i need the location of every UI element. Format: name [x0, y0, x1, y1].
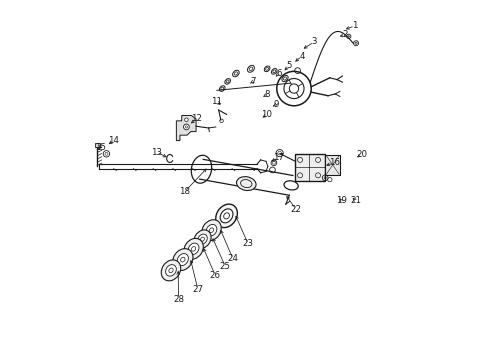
Ellipse shape	[194, 230, 211, 248]
Text: 20: 20	[355, 150, 366, 159]
Circle shape	[183, 124, 189, 130]
Text: 25: 25	[219, 262, 230, 271]
Text: 18: 18	[179, 187, 190, 196]
Text: 1: 1	[351, 21, 357, 30]
Text: 6: 6	[276, 69, 281, 78]
Text: 13: 13	[151, 148, 162, 157]
Text: 19: 19	[335, 196, 346, 205]
Text: 12: 12	[190, 114, 202, 123]
Circle shape	[184, 118, 188, 122]
Text: 9: 9	[273, 100, 278, 109]
Ellipse shape	[236, 177, 256, 190]
Ellipse shape	[183, 238, 203, 259]
Text: 4: 4	[299, 52, 304, 61]
Text: 27: 27	[192, 285, 203, 294]
Text: 8: 8	[264, 90, 269, 99]
Text: 14: 14	[108, 136, 119, 145]
Text: 17: 17	[272, 153, 283, 162]
Text: 15: 15	[95, 143, 105, 152]
Text: 11: 11	[211, 97, 222, 106]
Text: 3: 3	[311, 37, 316, 46]
Bar	[94, 143, 100, 147]
Ellipse shape	[161, 260, 181, 281]
Ellipse shape	[220, 209, 232, 223]
Bar	[294, 154, 325, 181]
Text: 10: 10	[261, 110, 272, 119]
Ellipse shape	[165, 265, 176, 276]
Ellipse shape	[198, 234, 207, 244]
Ellipse shape	[188, 243, 199, 255]
Text: 28: 28	[173, 294, 183, 303]
Ellipse shape	[206, 224, 216, 236]
Text: 7: 7	[250, 77, 255, 86]
Text: 16: 16	[328, 158, 339, 167]
Text: 5: 5	[285, 62, 291, 71]
Text: 24: 24	[227, 255, 238, 264]
Bar	[325, 154, 340, 175]
Ellipse shape	[202, 220, 221, 241]
Polygon shape	[176, 116, 196, 140]
Ellipse shape	[215, 204, 237, 228]
Text: 26: 26	[209, 270, 220, 279]
Ellipse shape	[172, 249, 193, 271]
Text: 22: 22	[290, 205, 301, 214]
Text: 2: 2	[342, 30, 347, 39]
Text: 21: 21	[349, 196, 361, 205]
Text: 23: 23	[242, 239, 253, 248]
Ellipse shape	[177, 253, 188, 266]
